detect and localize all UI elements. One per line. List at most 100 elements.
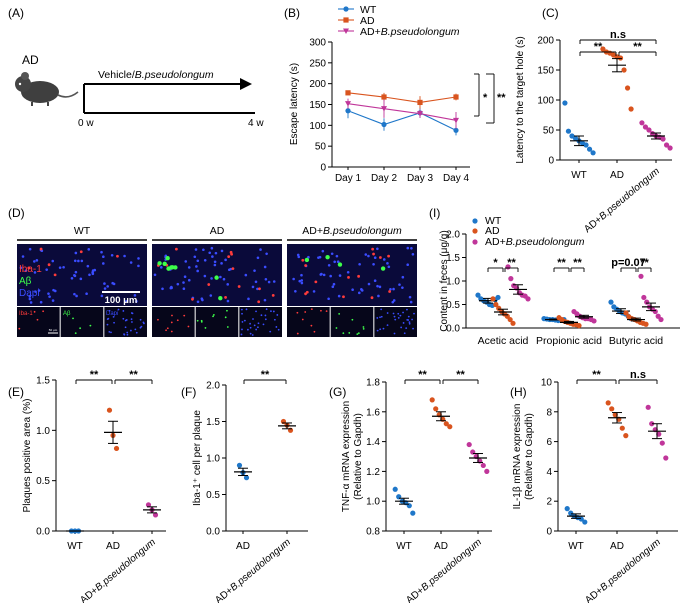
micrograph-1 bbox=[152, 244, 282, 337]
dapi-nucleus bbox=[254, 280, 258, 284]
dapi-nucleus bbox=[187, 266, 191, 269]
data-point bbox=[663, 455, 669, 461]
series-point bbox=[381, 121, 387, 128]
dapi-nucleus bbox=[193, 255, 197, 259]
channel-signal bbox=[226, 326, 229, 328]
channel-signal bbox=[257, 322, 260, 325]
dapi-nucleus bbox=[176, 282, 180, 286]
channel-signal bbox=[272, 310, 275, 313]
legend-label: AD+B.pseudolongum bbox=[360, 26, 460, 38]
significance-label: p=0.07 bbox=[611, 257, 646, 269]
y-tick-label: 0.0 bbox=[36, 527, 50, 538]
channel-signal bbox=[130, 318, 133, 321]
iba1-cell bbox=[257, 300, 261, 304]
data-point bbox=[447, 424, 453, 430]
dapi-nucleus bbox=[332, 282, 336, 286]
dapi-nucleus bbox=[34, 290, 37, 293]
dapi-nucleus bbox=[161, 287, 164, 291]
channel-signal bbox=[241, 328, 243, 331]
channel-signal bbox=[131, 312, 134, 315]
channel-signal bbox=[380, 308, 383, 311]
dapi-nucleus bbox=[321, 249, 325, 253]
group-title-italic: B.pseudolongum bbox=[323, 225, 402, 237]
channel-panel bbox=[239, 307, 282, 337]
significance-label: ** bbox=[497, 92, 506, 104]
panel-E: (E) 0.0 0.5 1.0 1.5 Plaques positive area (%)… bbox=[8, 369, 166, 603]
legend-marker bbox=[472, 239, 478, 245]
x-tick-label-italic: B.pseudolongum bbox=[598, 537, 663, 594]
x-tick-label: AD bbox=[610, 541, 624, 552]
abeta-plaque bbox=[173, 265, 178, 270]
micrograph-main bbox=[17, 244, 147, 306]
iba1-cell bbox=[227, 255, 231, 258]
channel-signal bbox=[413, 312, 415, 315]
x-tick-label: AD bbox=[610, 170, 624, 181]
channel-signal bbox=[255, 328, 258, 331]
legend-label: AD bbox=[360, 15, 375, 27]
channel-signal bbox=[357, 332, 360, 335]
data-point bbox=[619, 425, 625, 431]
arrow-label-italic: B.pseudolongum bbox=[135, 69, 214, 81]
data-point bbox=[493, 301, 499, 308]
y-axis-title-text: Escape latency (s) bbox=[289, 63, 300, 145]
dapi-nucleus bbox=[37, 289, 41, 292]
y-tick-label: 1.0 bbox=[36, 426, 50, 437]
dapi-nucleus bbox=[79, 277, 83, 281]
significance-label: ** bbox=[557, 257, 566, 269]
dapi-nucleus bbox=[33, 271, 37, 274]
channel-signal bbox=[351, 318, 354, 321]
channel-signal bbox=[276, 314, 279, 316]
dapi-nucleus bbox=[376, 247, 379, 251]
x-tick-label-italic: B.pseudolongum bbox=[419, 537, 484, 594]
y-tick-label: 1.2 bbox=[366, 467, 380, 478]
y-axis-title: IL-1β mRNA expression (Relative to Gapdh) bbox=[512, 404, 535, 510]
data-point bbox=[590, 150, 596, 156]
dapi-nucleus bbox=[213, 263, 217, 267]
x-tick-label: WT bbox=[568, 541, 584, 552]
dapi-nucleus bbox=[45, 268, 48, 271]
series-point bbox=[381, 106, 387, 112]
panel-label: (D) bbox=[8, 206, 25, 220]
dapi-nucleus bbox=[58, 266, 62, 269]
y-tick-label: 1.5 bbox=[36, 376, 50, 387]
dapi-nucleus bbox=[187, 278, 191, 282]
panel-F: (F) 0.0 0.5 1.0 1.5 2.0 Iba-1⁺ cell per plaque… bbox=[181, 369, 308, 603]
dapi-nucleus bbox=[39, 300, 43, 304]
small-label-iba1: Iba-1 bbox=[19, 311, 33, 317]
dapi-nucleus bbox=[74, 270, 78, 274]
iba1-cell bbox=[314, 280, 318, 284]
channel-signal bbox=[411, 318, 413, 321]
data-point bbox=[638, 273, 644, 279]
channel-signal bbox=[129, 329, 132, 332]
channel-signal bbox=[79, 327, 82, 330]
iba1-cell bbox=[191, 297, 194, 301]
dapi-nucleus bbox=[51, 259, 55, 263]
dapi-nucleus bbox=[29, 301, 33, 304]
channel-signal bbox=[89, 324, 92, 327]
panel-label: (G) bbox=[329, 385, 346, 399]
y-axis-title-text: Plaques positive area (%) bbox=[22, 399, 33, 513]
y-axis-title-line1: TNF-α mRNA expression bbox=[341, 401, 352, 512]
dapi-nucleus bbox=[373, 256, 377, 260]
y-tick-label: 2 bbox=[546, 497, 552, 508]
data-point bbox=[641, 294, 647, 301]
data-point bbox=[568, 510, 574, 516]
channel-signal bbox=[204, 327, 207, 329]
channel-signal bbox=[166, 327, 169, 330]
dapi-nucleus bbox=[35, 259, 39, 262]
dapi-nucleus bbox=[358, 262, 361, 266]
significance-label: ** bbox=[261, 369, 270, 381]
channel-signal bbox=[135, 331, 138, 334]
y-tick-label: 0.5 bbox=[446, 300, 460, 311]
dapi-nucleus bbox=[48, 295, 51, 298]
micrograph-main bbox=[287, 244, 417, 306]
channel-signal bbox=[18, 327, 21, 330]
data-point bbox=[586, 146, 593, 152]
y-axis-title: Iba-1⁺ cell per plaque bbox=[192, 410, 203, 506]
dapi-nucleus bbox=[398, 283, 401, 286]
data-point bbox=[562, 100, 568, 106]
channel-signal bbox=[392, 312, 395, 315]
dapi-nucleus bbox=[75, 294, 78, 298]
dapi-nucleus bbox=[28, 297, 32, 301]
channel-signal bbox=[200, 319, 203, 322]
